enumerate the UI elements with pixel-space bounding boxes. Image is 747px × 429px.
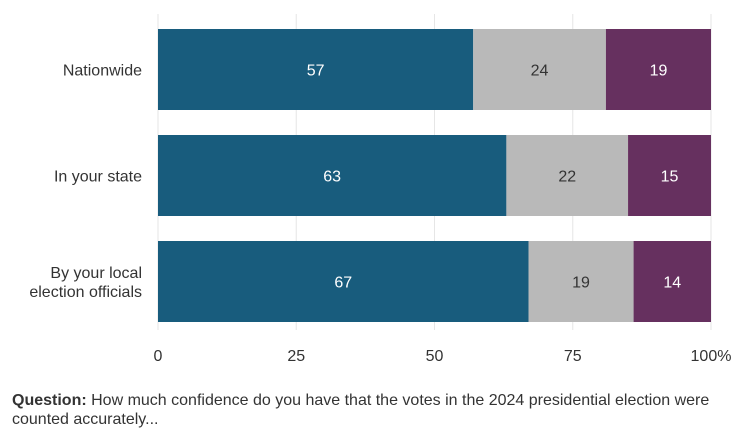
question-caption: Question: How much confidence do you hav… bbox=[12, 391, 737, 429]
data-label: 14 bbox=[663, 275, 681, 292]
data-label: 57 bbox=[307, 63, 325, 80]
data-label: 19 bbox=[650, 63, 668, 80]
caption-text: How much confidence do you have that the… bbox=[12, 392, 710, 428]
bar-segment bbox=[158, 135, 507, 216]
x-tick-label: 50 bbox=[426, 348, 444, 365]
x-tick-label: 0 bbox=[154, 348, 163, 365]
data-label: 19 bbox=[572, 275, 590, 292]
bar-segment bbox=[633, 241, 711, 322]
bar-segment bbox=[628, 135, 711, 216]
bar-segment bbox=[158, 29, 474, 110]
x-tick-label: 25 bbox=[287, 348, 305, 365]
x-axis-ticks: 0 25 50 75 100% bbox=[154, 348, 732, 365]
category-label: Nationwide bbox=[63, 63, 142, 80]
stacked-bar-chart: 57 24 19 63 22 15 67 19 14 Nationwide In your sta… bbox=[29, 14, 732, 365]
bar-segment bbox=[605, 29, 711, 110]
data-label: 63 bbox=[323, 169, 341, 186]
data-label: 67 bbox=[334, 275, 352, 292]
data-label: 15 bbox=[661, 169, 679, 186]
bar-segment bbox=[473, 29, 606, 110]
x-tick-label: 100% bbox=[691, 348, 732, 365]
data-label: 24 bbox=[531, 63, 549, 80]
data-label: 22 bbox=[558, 169, 576, 186]
bar-segment bbox=[528, 241, 634, 322]
bar-segment bbox=[158, 241, 529, 322]
x-tick-label: 75 bbox=[564, 348, 582, 365]
category-label: By your local election officials bbox=[29, 265, 142, 301]
caption-prefix: Question: bbox=[12, 392, 87, 409]
bar-segment bbox=[506, 135, 629, 216]
bars: 57 24 19 63 22 15 67 19 14 bbox=[158, 29, 711, 322]
category-labels: Nationwide In your state By your local elec… bbox=[29, 63, 142, 302]
category-label: In your state bbox=[54, 169, 142, 186]
